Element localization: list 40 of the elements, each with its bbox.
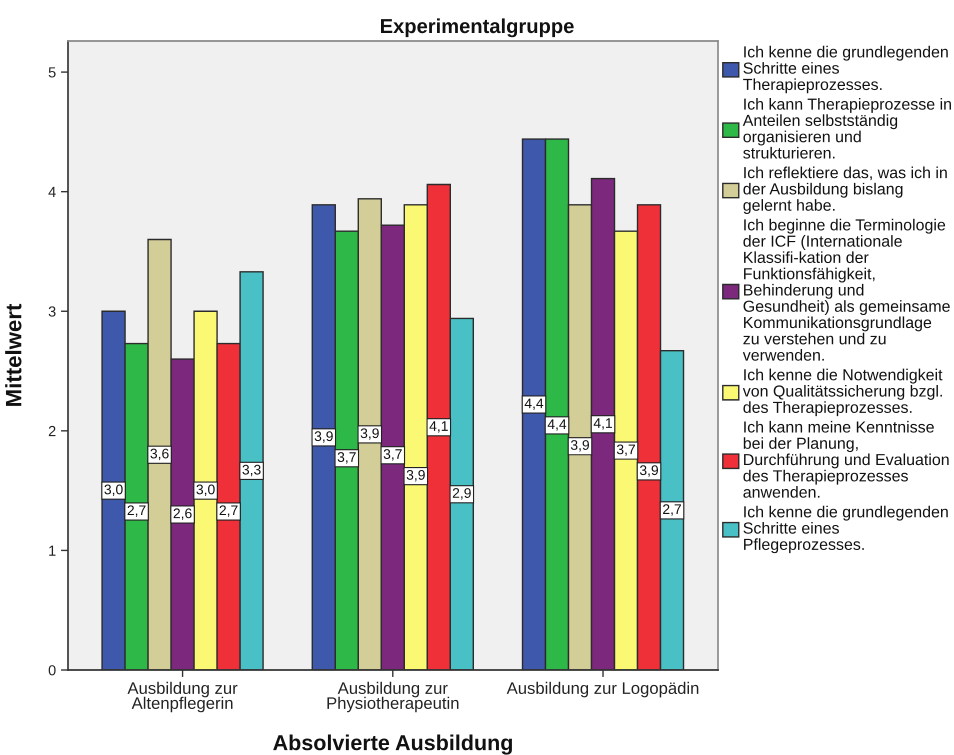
data-label: 2,7 (220, 505, 238, 517)
y-tick-label: 3 (48, 306, 56, 317)
data-label: 4,1 (594, 418, 612, 430)
chart-title: Experimentalgruppe (380, 18, 574, 38)
legend-label: Ich reflektiere das, was ich in der Ausbildung bislang gelernt habe. (743, 166, 947, 214)
data-label: 2,6 (174, 508, 192, 520)
x-axis-title: Absolvierte Ausbildung (273, 734, 512, 755)
data-label: 3,0 (104, 484, 123, 496)
legend-label: Ich kann Therapieprozesse in Anteilen selbstständig organisieren und strukturieren. (742, 98, 951, 159)
data-label: 4,4 (548, 419, 566, 431)
data-label: 3,9 (314, 431, 333, 443)
legend-label: Ich kann meine Kenntnisse bei der Planung, Durchführung und Evaluation des Therapieprozesses anwenden. (743, 420, 949, 498)
data-label: 3,9 (570, 440, 589, 452)
data-label: 2,7 (128, 505, 146, 517)
y-tick-label: 1 (49, 546, 56, 556)
y-tick-label: 4 (48, 186, 56, 197)
data-label: 4,1 (429, 421, 448, 433)
y-tick-label: 2 (48, 426, 56, 436)
data-label: 2,9 (452, 488, 471, 500)
text: Ich beginne die Terminologie der ICF (Internationale Klassifi-kation der Funktionsfähigkeit, Behinderung und Gesundheit) als gemeinsame Kommunikationsgrundlage zu verstehen und zu verwenden. (742, 218, 950, 361)
legend-label: Ich kenne die Notwendigkeit von Qualitätssicherung bzgl. des Therapieprozesses. (742, 368, 942, 416)
data-label: 3,7 (384, 449, 402, 461)
x-tick-label: Ausbildung zur Logopädin (506, 682, 698, 698)
data-label: 4,4 (524, 398, 544, 410)
x-tick-label: Ausbildung zur Physiotherapeutin (327, 682, 458, 712)
y-tick-label: 5 (48, 67, 56, 78)
data-label: 3,7 (616, 444, 635, 456)
data-label: 3,9 (640, 465, 658, 477)
y-tick-label: 0 (48, 665, 56, 676)
y-axis-title: Mittelwert (5, 304, 22, 406)
data-label: 2,7 (663, 504, 681, 516)
legend-label: Ich kenne die grundlegenden Schritte eines Therapieprozesses. (743, 46, 948, 94)
data-label: 3,7 (338, 452, 356, 464)
data-label: 3,9 (360, 428, 379, 440)
data-label: 3,9 (406, 470, 425, 482)
data-label: 3,0 (196, 484, 215, 496)
x-tick-label: Ausbildung zur Altenpflegerin (127, 682, 238, 712)
legend-label: Ich kenne die grundlegenden Schritte eines Pflegeprozesses. (743, 506, 948, 554)
data-label: 3,6 (150, 448, 169, 460)
data-label: 3,3 (242, 464, 261, 476)
